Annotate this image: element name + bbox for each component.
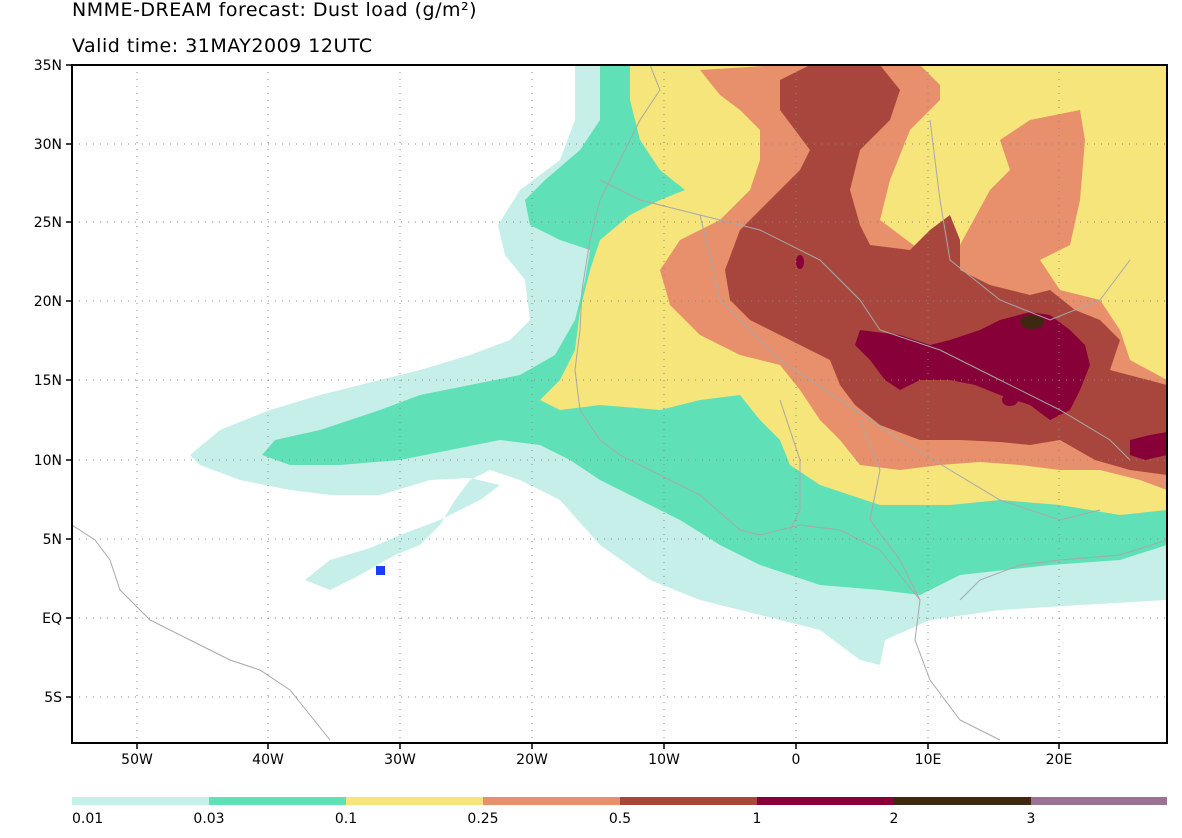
legend-swatch-5 — [757, 797, 894, 805]
legend-label: 0.03 — [193, 811, 224, 827]
lat-axis — [66, 64, 72, 698]
valid-time: Valid time: 31MAY2009 12UTC — [72, 35, 373, 57]
lon-label: 10W — [648, 752, 680, 768]
map-title: NMME-DREAM forecast: Dust load (g/m²) — [72, 0, 478, 21]
lat-label: 5N — [43, 532, 62, 548]
lat-label: 20N — [34, 294, 62, 310]
legend-label: 0.5 — [609, 811, 631, 827]
legend-label: 1 — [753, 811, 762, 827]
lon-label: 20E — [1046, 752, 1073, 768]
legend-label: 0.25 — [467, 811, 498, 827]
legend-swatch-6 — [894, 797, 1031, 805]
lon-label: 30W — [384, 752, 416, 768]
legend-label: 2 — [890, 811, 899, 827]
lat-label: 10N — [34, 453, 62, 469]
lon-label: 0 — [792, 752, 801, 768]
lat-label: 15N — [34, 373, 62, 389]
legend-label: 0.01 — [72, 811, 103, 827]
legend — [72, 797, 1167, 805]
legend-label: 0.1 — [335, 811, 357, 827]
lon-axis — [136, 743, 1060, 749]
gridlines — [72, 65, 1167, 743]
lon-label: 20W — [516, 752, 548, 768]
legend-swatch-1 — [209, 797, 346, 805]
dust-band-1-east — [1130, 432, 1167, 460]
lon-label: 10E — [915, 752, 942, 768]
coastlines — [72, 65, 1167, 741]
lon-label: 40W — [252, 752, 284, 768]
lat-label: 25N — [34, 215, 62, 231]
legend-swatch-4 — [620, 797, 757, 805]
legend-swatch-2 — [346, 797, 483, 805]
dust-band-1-spot2 — [796, 255, 804, 269]
lat-label: 35N — [34, 58, 62, 74]
dust-band-1-spot — [1002, 394, 1018, 406]
lon-label: 50W — [121, 752, 153, 768]
legend-swatch-3 — [483, 797, 620, 805]
legend-label: 3 — [1027, 811, 1036, 827]
station-marker — [376, 566, 385, 575]
lat-label: EQ — [42, 611, 62, 627]
legend-swatch-0 — [72, 797, 209, 805]
dust-field — [190, 65, 1167, 665]
lat-label: 5S — [44, 690, 62, 706]
legend-swatch-7 — [1031, 797, 1167, 805]
lat-label: 30N — [34, 137, 62, 153]
dust-band-2 — [1020, 315, 1044, 329]
map-frame — [71, 64, 1168, 744]
